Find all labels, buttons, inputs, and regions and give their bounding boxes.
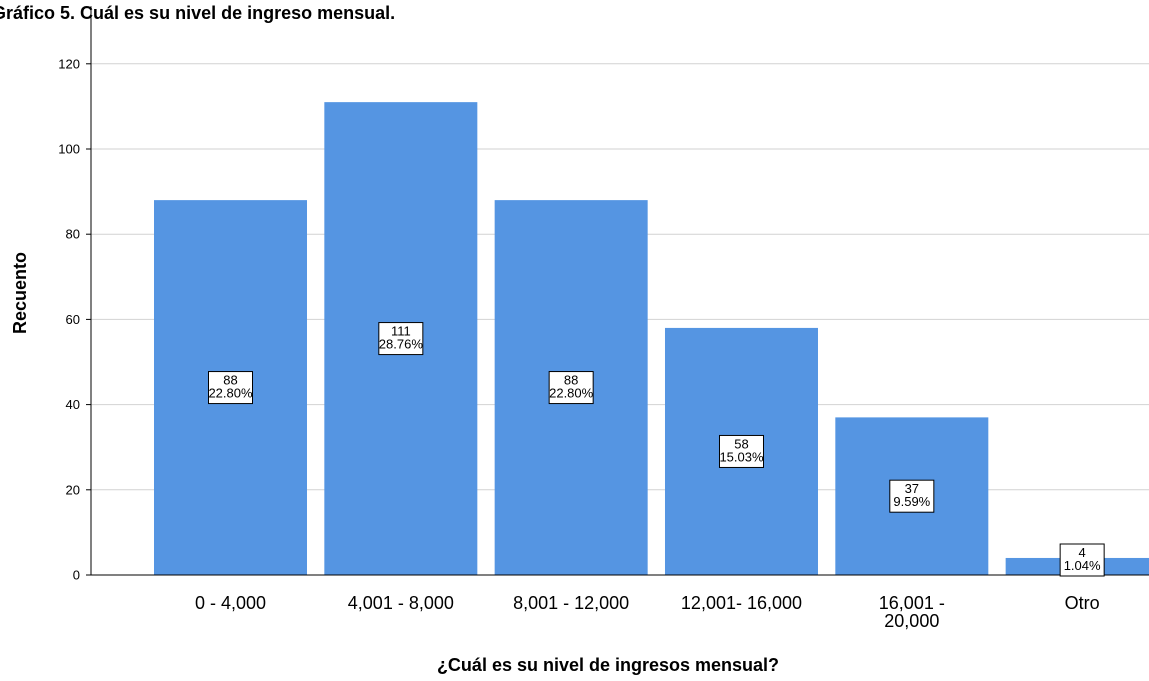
data-label-box-3 (718, 434, 764, 468)
y-tick-label-80: 80 (66, 227, 80, 242)
data-label-box-0 (208, 371, 253, 405)
y-tick-label-100: 100 (58, 142, 80, 157)
x-tick-label-5: Otro (1065, 593, 1100, 613)
data-label-count-4: 37 (905, 481, 919, 496)
x-tick-label-0: 0 - 4,000 (195, 593, 266, 613)
x-tick-label-3: 12,001- 16,000 (681, 593, 802, 613)
data-label-count-0: 88 (223, 373, 237, 388)
y-tick-label-60: 60 (66, 312, 80, 327)
y-axis-title: Recuento (10, 252, 30, 334)
x-tick-label-2: 8,001 - 12,000 (513, 593, 629, 613)
data-label-percent-0: 22.80% (208, 386, 253, 401)
data-label-box-2 (548, 371, 594, 405)
axes (90, 6, 1149, 576)
y-tick-label-20: 20 (66, 482, 80, 497)
data-labels: 8822.80%11128.76%8822.80%5815.03%379.59%… (208, 322, 1105, 577)
x-tick-label-4: 16,001 -20,000 (879, 593, 945, 631)
x-tick-labels: 0 - 4,000 4,001 - 8,000 8,001 - 12,000 12,0… (195, 593, 1100, 631)
data-label-4: 379.59% (889, 479, 935, 513)
data-label-count-5: 4 (1079, 545, 1086, 560)
data-label-count-3: 58 (734, 436, 748, 451)
y-tick-label-40: 40 (66, 397, 80, 412)
data-label-percent-4: 9.59% (893, 494, 930, 509)
y-tick-labels: 0 20 40 60 80 100 120 (58, 56, 91, 583)
data-label-percent-3: 15.03% (719, 449, 764, 464)
data-label-box-5 (1059, 543, 1105, 577)
data-label-5: 41.04% (1059, 543, 1105, 577)
data-label-box-4 (889, 479, 935, 513)
bars (154, 102, 1149, 575)
data-label-box-1 (378, 322, 424, 356)
data-label-percent-2: 22.80% (549, 386, 594, 401)
x-tick-label-1: 4,001 - 8,000 (348, 593, 454, 613)
chart-title: Gráfico 5. Cuál es su nivel de ingreso m… (0, 3, 395, 23)
data-label-count-1: 111 (391, 324, 411, 339)
x-axis-title: ¿Cuál es su nivel de ingresos mensual? (437, 655, 779, 675)
data-label-percent-5: 1.04% (1064, 558, 1101, 573)
y-tick-label-0: 0 (73, 568, 80, 583)
data-label-percent-1: 28.76% (379, 337, 424, 352)
y-tick-label-120: 120 (58, 56, 80, 71)
data-label-count-2: 88 (564, 373, 578, 388)
